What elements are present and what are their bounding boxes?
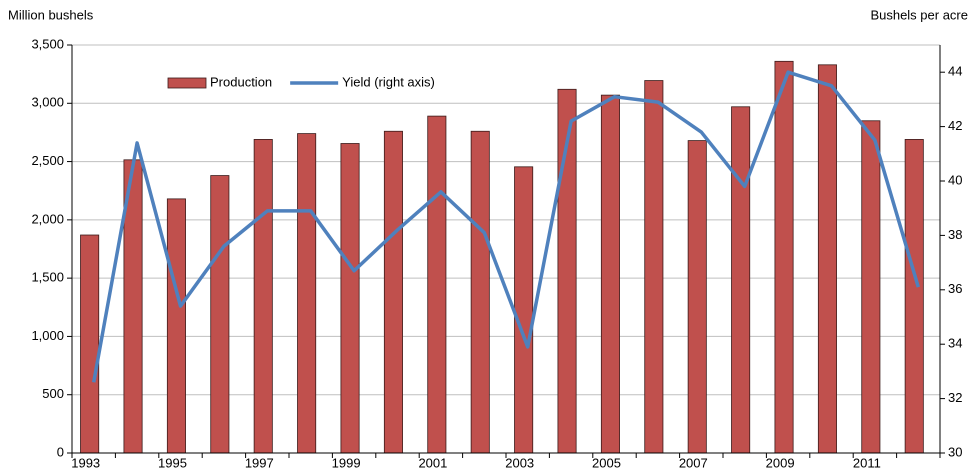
x-tick-label: 2007 xyxy=(679,455,708,469)
bar xyxy=(731,106,751,454)
x-tick-label: 1995 xyxy=(158,455,187,469)
x-tick-label: 2001 xyxy=(418,455,447,469)
y2-axis-label: Bushels per acre xyxy=(870,7,968,22)
y-axis-label: Million bushels xyxy=(8,7,94,22)
legend-label: Production xyxy=(210,74,272,89)
bar xyxy=(861,120,881,454)
y2-tick-label: 44 xyxy=(948,64,962,79)
y2-tick-label: 40 xyxy=(948,172,962,187)
y2-tick-label: 42 xyxy=(948,118,962,133)
bar xyxy=(340,143,360,454)
bar xyxy=(210,175,230,454)
x-tick-label: 1999 xyxy=(332,455,361,469)
y2-tick-label: 30 xyxy=(948,444,962,459)
y-tick-label: 1,500 xyxy=(31,270,64,285)
bar xyxy=(80,234,100,454)
bar xyxy=(297,133,317,454)
bar xyxy=(427,115,447,454)
legend-label: Yield (right axis) xyxy=(342,74,435,89)
y2-tick-label: 36 xyxy=(948,281,962,296)
y-tick-label: 3,000 xyxy=(31,95,64,110)
y2-tick-label: 34 xyxy=(948,336,962,351)
x-tick-label: 2011 xyxy=(853,455,881,469)
line xyxy=(91,70,920,383)
bar xyxy=(687,140,707,454)
bar xyxy=(904,139,924,454)
y-tick-label: 3,500 xyxy=(31,36,64,51)
y-tick-label: 500 xyxy=(42,386,64,401)
bar xyxy=(817,64,837,454)
x-tick-label: 1993 xyxy=(71,455,100,469)
y-tick-label: 2,500 xyxy=(31,153,64,168)
y2-tick-label: 38 xyxy=(948,227,962,242)
bar xyxy=(470,130,490,454)
x-tick-label: 2009 xyxy=(766,455,795,469)
bar xyxy=(600,94,620,454)
bar xyxy=(253,139,273,454)
y2-tick-label: 32 xyxy=(948,390,962,405)
x-tick-label: 2003 xyxy=(505,455,534,469)
x-tick-label: 2005 xyxy=(592,455,621,469)
bar xyxy=(383,130,403,454)
y-tick-label: 2,000 xyxy=(31,211,64,226)
x-tick-label: 1997 xyxy=(245,455,274,469)
legend-swatch xyxy=(167,77,207,89)
y-tick-label: 0 xyxy=(57,444,64,459)
bar xyxy=(644,80,664,454)
bar xyxy=(774,60,794,454)
bar xyxy=(166,198,186,454)
bar xyxy=(514,166,534,454)
y-tick-label: 1,000 xyxy=(31,328,64,343)
